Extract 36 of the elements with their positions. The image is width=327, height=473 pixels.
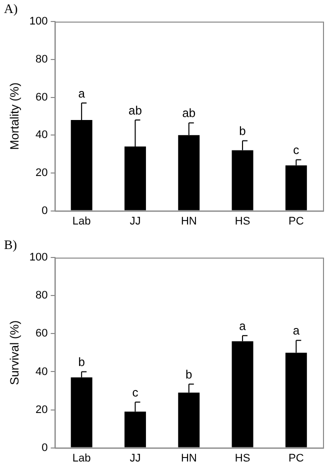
x-tick-label: HS [234,452,250,464]
annotation: c [293,143,300,158]
y-tick-label: 0 [42,442,48,454]
x-tick-label: JJ [130,452,141,464]
chart-title: B) [4,237,17,252]
y-tick-label: 60 [36,91,48,104]
y-tick-label: 40 [36,129,48,142]
y-tick-label: 100 [29,252,48,264]
y-tick-label: 0 [42,204,48,217]
x-tick-label: HN [180,215,197,228]
y-tick-label: 40 [36,366,48,378]
annotation: b [186,367,193,382]
x-tick-label: PC [288,452,304,464]
annotation: b [78,355,86,370]
annotation: b [239,124,246,138]
x-tick-label: Lab [72,215,91,228]
annotation: ab [182,106,196,120]
x-tick-label: HS [234,215,250,228]
y-axis-title: Mortality (%) [8,82,22,150]
y-tick-label: 20 [36,166,48,179]
x-tick-label: JJ [130,215,141,228]
annotation: ab [128,103,142,118]
annotation: a [239,318,246,333]
annotation: c [132,385,138,400]
y-tick-label: 80 [36,290,48,302]
chart-title: A) [4,1,18,16]
y-tick-label: 80 [36,53,48,66]
y-tick-label: 20 [36,404,48,416]
x-tick-label: HN [180,452,197,464]
y-tick-label: 100 [29,16,48,28]
annotation: a [292,324,300,338]
x-tick-label: PC [288,215,304,228]
annotation: a [78,86,86,100]
y-tick-label: 60 [36,328,48,340]
x-tick-label: Lab [72,452,91,464]
y-axis-title: Survival (%) [8,320,22,386]
